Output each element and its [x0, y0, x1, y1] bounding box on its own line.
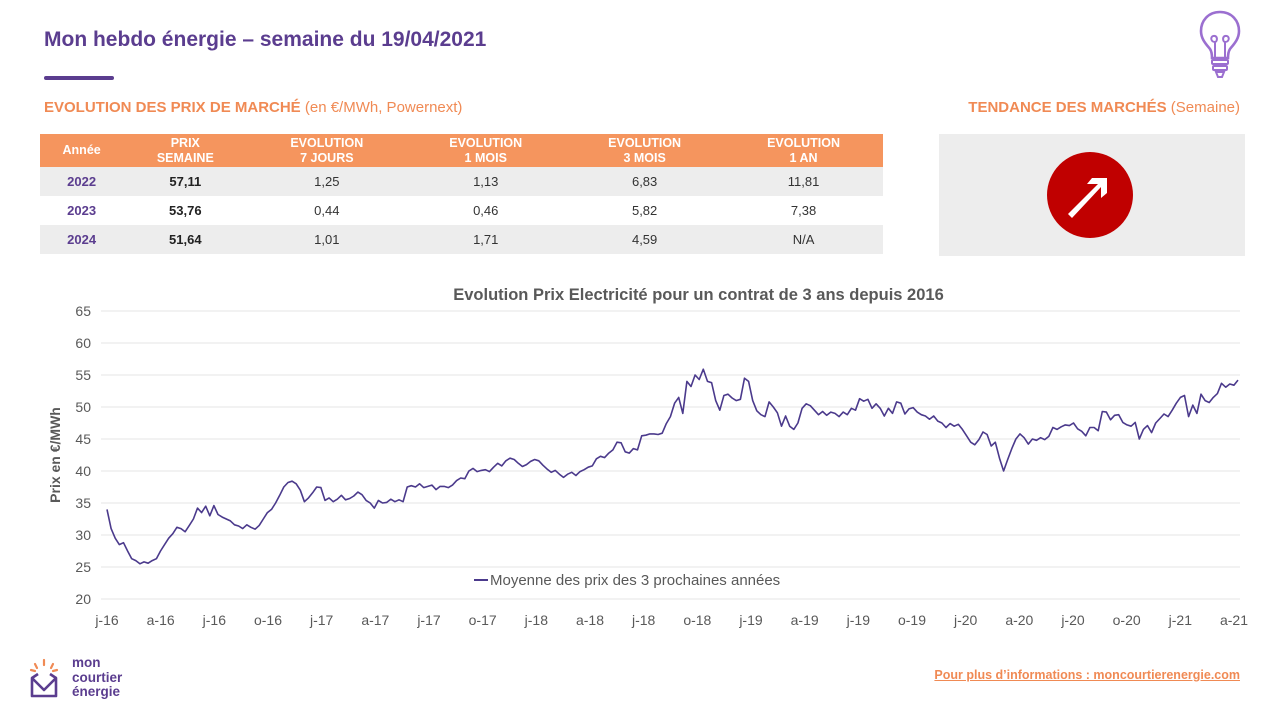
- x-tick-label: a-21: [1220, 612, 1248, 628]
- y-tick-label: 20: [75, 591, 91, 607]
- evolution-cell: 1,25: [247, 167, 407, 196]
- legend-label: Moyenne des prix des 3 prochaines années: [490, 572, 780, 589]
- x-tick-label: o-20: [1113, 612, 1141, 628]
- x-tick-label: j-18: [524, 612, 549, 628]
- table-row: 2024 51,64 1,01 1,71 4,59 N/A: [40, 225, 883, 254]
- table-row: 2023 53,76 0,44 0,46 5,82 7,38: [40, 196, 883, 225]
- brand-logo: [29, 658, 59, 698]
- y-tick-label: 55: [75, 367, 91, 383]
- column-header: PRIX SEMAINE: [123, 134, 248, 167]
- evolution-cell: 6,83: [565, 167, 725, 196]
- y-axis-label: Prix en €/MWh: [47, 407, 63, 503]
- x-tick-label: j-21: [1168, 612, 1193, 628]
- x-tick-label: o-18: [683, 612, 711, 628]
- column-header: EVOLUTION 1 MOIS: [406, 134, 566, 167]
- x-tick-label: j-19: [738, 612, 763, 628]
- price-cell: 51,64: [123, 225, 248, 254]
- x-tick-label: o-17: [469, 612, 497, 628]
- x-tick-label: j-17: [309, 612, 334, 628]
- x-tick-label: j-16: [94, 612, 119, 628]
- price-line-chart: Evolution Prix Electricité pour un contr…: [47, 286, 1248, 628]
- page-title: Mon hebdo énergie – semaine du 19/04/202…: [44, 28, 487, 51]
- column-header: EVOLUTION 3 MOIS: [565, 134, 725, 167]
- market-heading: EVOLUTION DES PRIX DE MARCHÉ (en €/MWh, …: [44, 99, 463, 116]
- year-cell: 2022: [40, 167, 124, 196]
- brand-name: mon courtier énergie: [72, 655, 123, 699]
- x-tick-label: j-20: [953, 612, 978, 628]
- y-tick-label: 45: [75, 431, 91, 447]
- evolution-cell: 0,44: [314, 203, 340, 218]
- x-tick-label: o-16: [254, 612, 282, 628]
- year-cell: 2024: [40, 225, 124, 254]
- market-price-table: Année PRIX SEMAINE EVOLUTION 7 JOURS EVOLUTIO…: [40, 134, 883, 254]
- x-tick-label: j-16: [202, 612, 227, 628]
- x-tick-label: j-18: [631, 612, 656, 628]
- evolution-cell: 11,81: [724, 167, 883, 196]
- x-tick-label: a-19: [791, 612, 819, 628]
- x-tick-label: a-16: [147, 612, 175, 628]
- x-tick-label: a-18: [576, 612, 604, 628]
- y-tick-label: 65: [75, 303, 91, 319]
- x-tick-label: a-20: [1005, 612, 1033, 628]
- chart-title: Evolution Prix Electricité pour un contr…: [453, 286, 944, 304]
- series-line: [106, 368, 1239, 565]
- lightbulb-icon: [1199, 10, 1241, 78]
- evolution-cell: N/A: [724, 225, 883, 254]
- table-row: 2022 57,11 1,25 1,13 6,83 11,81: [40, 167, 883, 196]
- evolution-cell: 1,01: [247, 225, 407, 254]
- arrow-up-right-icon: [1047, 152, 1133, 238]
- trend-heading: TENDANCE DES MARCHÉS (Semaine): [968, 99, 1240, 116]
- x-tick-label: j-17: [416, 612, 441, 628]
- column-header: EVOLUTION 1 AN: [724, 134, 883, 167]
- column-header: EVOLUTION 7 JOURS: [247, 134, 407, 167]
- x-tick-label: o-19: [898, 612, 926, 628]
- x-tick-label: j-20: [1060, 612, 1085, 628]
- y-tick-label: 60: [75, 335, 91, 351]
- price-cell: 57,11: [123, 167, 248, 196]
- website-link[interactable]: Pour plus d’informations : moncourtieren…: [934, 668, 1240, 682]
- evolution-cell: 1,13: [406, 167, 566, 196]
- trend-panel: [939, 134, 1245, 256]
- y-tick-label: 40: [75, 463, 91, 479]
- evolution-cell: 1,71: [406, 225, 566, 254]
- y-tick-label: 35: [75, 495, 91, 511]
- y-tick-label: 50: [75, 399, 91, 415]
- y-tick-label: 30: [75, 527, 91, 543]
- evolution-cell: 5,82: [631, 203, 658, 218]
- column-header: Année: [40, 134, 124, 167]
- x-tick-label: j-19: [846, 612, 871, 628]
- evolution-cell: 4,59: [565, 225, 725, 254]
- evolution-cell: 7,38: [790, 203, 817, 218]
- y-tick-label: 25: [75, 559, 91, 575]
- x-tick-label: a-17: [361, 612, 389, 628]
- title-underline: [44, 76, 114, 80]
- evolution-cell: 0,46: [473, 203, 499, 218]
- price-cell: 53,76: [169, 203, 202, 218]
- year-cell: 2023: [67, 203, 97, 218]
